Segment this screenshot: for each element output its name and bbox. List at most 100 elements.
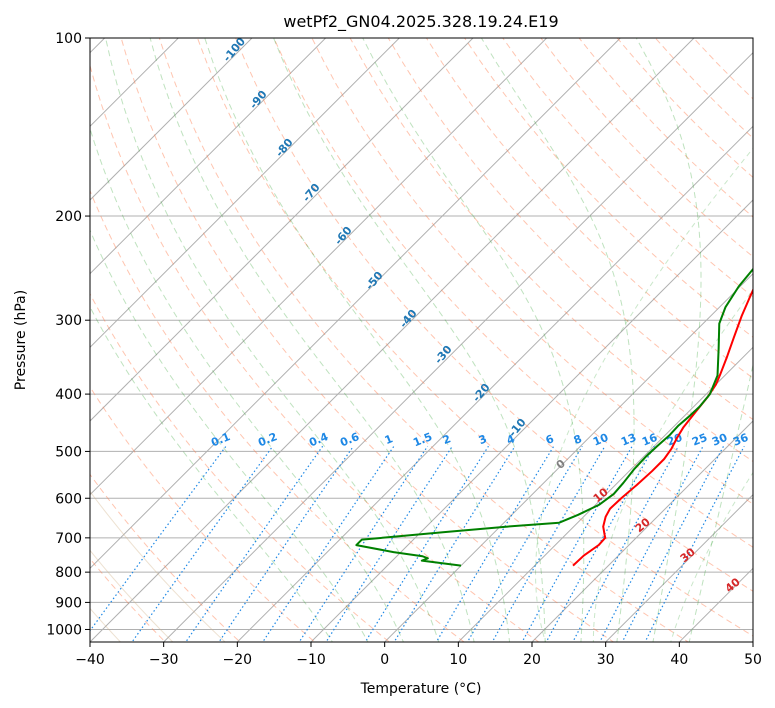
mixing-ratio-label: 16: [640, 431, 659, 449]
moist-adiabat: [480, 38, 635, 642]
dry-adiabat: [463, 38, 753, 338]
dry-adiabat: [90, 189, 465, 642]
dry-adiabat: [502, 38, 753, 298]
isotherm--90: [90, 38, 327, 275]
isotherm--50: [90, 38, 622, 570]
moist-adiabat: [688, 362, 753, 642]
isotherm--10: [310, 199, 753, 642]
lcl-curve: [90, 490, 226, 642]
mixing-ratio-line: [218, 445, 354, 642]
isotherm-10: [457, 346, 753, 642]
plot-area: -100-90-80-70-60-50-40-30-20-100.1 0.2 0.4…: [90, 38, 753, 642]
dry-adiabat: [90, 473, 241, 642]
mixing-ratio-line: [521, 445, 633, 642]
moist-adiabat: [90, 229, 369, 642]
y-tick-label: 300: [55, 313, 82, 329]
moist-adiabat: [273, 38, 546, 642]
moist-adiabat: [90, 127, 404, 642]
moist-adiabat: [362, 38, 585, 642]
y-tick-label: 100: [55, 31, 82, 47]
lcl-curve: [670, 471, 753, 642]
moist-adiabat: [90, 305, 334, 642]
x-tick-label: 0: [380, 652, 389, 668]
mixing-ratio-label: 2: [441, 432, 453, 447]
y-tick-label: 1000: [46, 622, 82, 638]
dry-adiabat: [311, 38, 753, 505]
isotherm-30: [604, 493, 753, 642]
x-tick-label: −20: [223, 652, 253, 668]
y-tick-label: 900: [55, 595, 82, 611]
isotherm-0: [383, 272, 753, 642]
lcl-curve: [90, 607, 122, 642]
mixing-ratio-label: 1: [383, 432, 395, 447]
dry-adiabat: [120, 38, 615, 642]
lcl-curves: [90, 147, 753, 642]
dry-adiabat: [90, 63, 540, 642]
dewpoint-line: [355, 267, 753, 567]
mixing-ratio-label: 30: [710, 431, 729, 449]
dry-adiabat: [235, 38, 753, 592]
skewed-isotherm-gridlines: [90, 38, 753, 642]
x-axis-label: Temperature (°C): [360, 681, 482, 697]
isotherm--60: [90, 38, 548, 496]
y-axis-label: Pressure (hPa): [13, 290, 29, 390]
isotherm--30: [162, 51, 753, 642]
mixing-ratio-line: [185, 445, 324, 642]
moist-adiabat: [635, 38, 702, 642]
x-axis-ticks: −40 −30 −20 −10 0 10 20 30 40 50: [75, 642, 762, 668]
moist-adiabats: [90, 38, 753, 642]
x-tick-label: −30: [149, 652, 179, 668]
moist-adiabat: [204, 38, 511, 642]
plot-frame: [89, 37, 754, 643]
x-tick-label: 50: [744, 652, 762, 668]
y-tick-label: 200: [55, 209, 82, 225]
dry-adiabat: [90, 292, 391, 642]
dry-adiabat: [273, 38, 753, 548]
x-tick-label: 40: [670, 652, 688, 668]
dry-adiabat: [425, 38, 753, 379]
dry-adiabats: [90, 38, 753, 642]
isotherm--100: [90, 38, 253, 201]
lcl-curve: [90, 549, 174, 642]
y-tick-label: 400: [55, 387, 82, 403]
mixing-ratio-label: 10: [591, 431, 610, 449]
isotherm--110: [90, 38, 180, 128]
mixing-ratio-label: 8: [572, 432, 584, 447]
temperature-line: [572, 287, 753, 567]
moist-adiabat: [105, 38, 440, 642]
mixing-ratio-line: [621, 445, 725, 642]
moist-adiabat: [149, 38, 475, 642]
mixing-ratio-line: [644, 445, 745, 642]
mixing-ratio-line: [491, 445, 606, 642]
x-tick-label: 10: [449, 652, 467, 668]
y-tick-label: 600: [55, 491, 82, 507]
isotherm-20: [531, 420, 753, 642]
dry-adiabat: [158, 38, 690, 642]
isotherm--20: [236, 125, 753, 642]
y-tick-label: 500: [55, 444, 82, 460]
chart-title: wetPf2_GN04.2025.328.19.24.E19: [283, 12, 558, 32]
isotherm--80: [90, 38, 401, 349]
mixing-ratio-line: [572, 445, 679, 642]
mixing-ratio-line: [364, 445, 489, 642]
sounding-series: [355, 267, 753, 567]
y-tick-label: 700: [55, 531, 82, 547]
dry-adiabat: [196, 38, 753, 637]
y-tick-label: 800: [55, 565, 82, 581]
mixing-ratio-line: [466, 445, 583, 642]
isobar-gridlines: [90, 38, 753, 630]
x-tick-label: 20: [523, 652, 541, 668]
isotherm--70: [90, 38, 474, 422]
mixing-ratio-line: [325, 445, 453, 642]
x-tick-label: −10: [296, 652, 326, 668]
mixing-ratio-label: 3: [477, 432, 489, 447]
mixing-ratio-label: 25: [690, 431, 709, 449]
mixing-ratio-label: 36: [731, 431, 750, 449]
mixing-ratio-line: [435, 445, 555, 642]
mixing-ratio-line: [393, 445, 516, 642]
mixing-ratio-label: 13: [619, 431, 638, 449]
dry-adiabat: [90, 385, 316, 642]
y-axis-ticks: 1000 900 800 700 600 500 400 300 200 100: [46, 31, 90, 638]
